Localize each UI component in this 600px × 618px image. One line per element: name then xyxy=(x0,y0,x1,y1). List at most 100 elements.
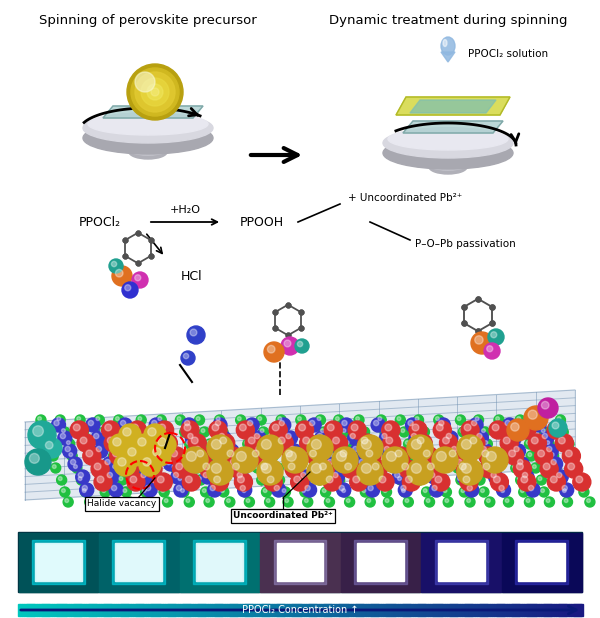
Circle shape xyxy=(480,460,498,478)
Bar xyxy=(251,604,253,616)
Circle shape xyxy=(149,418,163,432)
Circle shape xyxy=(146,441,150,444)
Circle shape xyxy=(392,447,410,465)
Circle shape xyxy=(353,446,358,452)
Bar xyxy=(353,604,355,616)
Circle shape xyxy=(574,465,577,468)
Bar xyxy=(154,604,156,616)
Circle shape xyxy=(109,259,123,273)
Circle shape xyxy=(143,497,153,507)
Circle shape xyxy=(97,476,104,483)
Circle shape xyxy=(298,341,303,347)
Circle shape xyxy=(229,460,247,478)
Bar xyxy=(501,604,503,616)
Circle shape xyxy=(243,439,253,449)
Circle shape xyxy=(415,475,425,485)
Circle shape xyxy=(188,451,197,461)
Circle shape xyxy=(261,463,268,470)
Circle shape xyxy=(62,444,77,458)
Circle shape xyxy=(452,446,457,452)
Circle shape xyxy=(263,439,273,449)
Circle shape xyxy=(520,470,534,484)
Bar xyxy=(174,604,176,616)
Circle shape xyxy=(327,451,337,461)
Circle shape xyxy=(518,459,523,465)
Circle shape xyxy=(329,453,332,457)
Bar xyxy=(65,604,67,616)
Circle shape xyxy=(361,437,368,444)
Circle shape xyxy=(105,470,119,484)
Bar xyxy=(302,604,304,616)
Bar xyxy=(219,604,221,616)
Bar xyxy=(249,604,251,616)
Bar xyxy=(202,604,205,616)
Circle shape xyxy=(86,450,93,457)
Circle shape xyxy=(415,444,429,458)
Circle shape xyxy=(506,447,524,465)
Circle shape xyxy=(342,429,346,433)
Circle shape xyxy=(121,487,131,497)
Circle shape xyxy=(86,499,90,502)
Circle shape xyxy=(284,439,295,449)
Circle shape xyxy=(560,483,574,497)
Bar xyxy=(260,604,263,616)
Circle shape xyxy=(412,464,421,473)
Circle shape xyxy=(194,465,197,468)
Circle shape xyxy=(246,499,250,502)
Circle shape xyxy=(328,424,334,431)
Bar xyxy=(253,604,256,616)
Circle shape xyxy=(435,476,442,483)
Bar xyxy=(336,604,338,616)
Circle shape xyxy=(309,451,319,461)
Circle shape xyxy=(140,427,149,437)
Circle shape xyxy=(553,465,557,468)
Circle shape xyxy=(245,418,259,432)
Bar xyxy=(272,604,274,616)
Bar xyxy=(518,604,520,616)
Circle shape xyxy=(412,465,416,468)
Circle shape xyxy=(344,497,355,507)
Circle shape xyxy=(365,483,380,497)
Circle shape xyxy=(508,431,521,445)
Circle shape xyxy=(92,463,103,473)
Circle shape xyxy=(351,463,361,473)
Bar xyxy=(144,604,146,616)
Bar xyxy=(71,604,73,616)
Circle shape xyxy=(316,476,320,481)
Circle shape xyxy=(163,497,173,507)
Circle shape xyxy=(67,451,77,461)
Circle shape xyxy=(383,434,401,452)
Bar xyxy=(91,604,94,616)
Circle shape xyxy=(368,453,372,457)
Circle shape xyxy=(181,429,185,433)
Circle shape xyxy=(453,463,463,473)
Circle shape xyxy=(283,447,301,465)
Circle shape xyxy=(311,464,322,473)
Circle shape xyxy=(283,431,298,445)
Bar xyxy=(169,604,171,616)
Circle shape xyxy=(459,487,469,497)
Circle shape xyxy=(376,415,386,425)
Circle shape xyxy=(474,465,478,468)
Circle shape xyxy=(266,499,270,502)
Bar xyxy=(270,604,272,616)
Circle shape xyxy=(505,420,511,426)
Circle shape xyxy=(332,437,340,444)
Circle shape xyxy=(566,441,569,444)
Circle shape xyxy=(145,499,149,502)
Circle shape xyxy=(345,463,352,470)
Circle shape xyxy=(100,487,110,497)
Circle shape xyxy=(122,429,125,433)
Circle shape xyxy=(556,475,566,485)
Bar xyxy=(503,604,505,616)
Circle shape xyxy=(89,453,92,457)
Bar xyxy=(176,604,178,616)
Bar xyxy=(524,604,526,616)
Bar xyxy=(458,604,460,616)
Circle shape xyxy=(132,272,148,288)
Circle shape xyxy=(420,457,434,471)
Bar xyxy=(37,604,39,616)
Circle shape xyxy=(65,446,70,452)
Circle shape xyxy=(497,476,502,481)
Circle shape xyxy=(432,473,450,491)
